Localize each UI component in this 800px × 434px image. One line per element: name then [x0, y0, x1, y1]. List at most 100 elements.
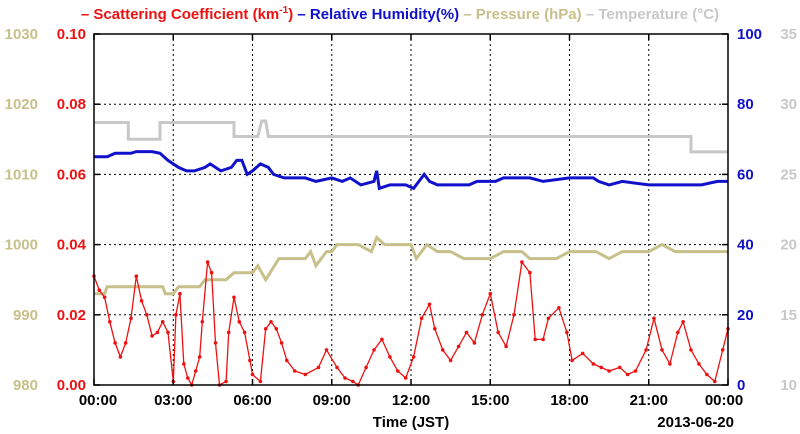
series-point-scattering-coefficient	[205, 260, 210, 264]
series-point-scattering-coefficient	[97, 288, 102, 293]
series-point-scattering-coefficient	[617, 365, 622, 370]
series-point-scattering-coefficient	[660, 348, 664, 352]
series-point-scattering-coefficient	[504, 344, 508, 349]
series-point-scattering-coefficient	[557, 306, 561, 310]
series-point-scattering-coefficient	[456, 344, 461, 349]
x-tick-label: 00:00	[705, 392, 743, 409]
series-point-scattering-coefficient	[427, 302, 432, 307]
x-tick-label: 00:00	[79, 392, 117, 409]
series-point-scattering-coefficient	[186, 376, 190, 380]
series-point-scattering-coefficient	[580, 351, 585, 356]
series-point-scattering-coefficient	[448, 358, 453, 363]
series-point-scattering-coefficient	[182, 362, 186, 366]
series-line-pressure	[94, 235, 728, 296]
series-point-scattering-coefficient	[591, 362, 596, 366]
series-point-scattering-coefficient	[155, 330, 160, 335]
series-point-scattering-coefficient	[464, 330, 469, 335]
series-point-scattering-coefficient	[200, 320, 205, 324]
y-tick-label-pressure: 1000	[5, 237, 38, 254]
x-axis-label: Time (JST)	[373, 414, 449, 431]
series-point-scattering-coefficient	[237, 320, 242, 324]
series-point-scattering-coefficient	[411, 355, 416, 359]
series-point-scattering-coefficient	[689, 348, 693, 352]
series-point-scattering-coefficient	[274, 327, 279, 331]
series-point-scattering-coefficient	[166, 330, 170, 335]
series-point-scattering-coefficient	[528, 270, 532, 275]
series-point-scattering-coefficient	[681, 320, 685, 324]
x-tick-label: 21:00	[630, 392, 668, 409]
series-point-scattering-coefficient	[150, 334, 154, 338]
series-point-scattering-coefficient	[533, 337, 537, 342]
series-point-scattering-coefficient	[248, 358, 252, 363]
series-point-scattering-coefficient	[113, 341, 117, 345]
series-layer	[92, 119, 730, 387]
x-tick-label: 15:00	[471, 392, 509, 409]
series-point-scattering-coefficient	[419, 316, 424, 321]
series-point-scattering-coefficient	[174, 313, 178, 317]
series-point-scattering-coefficient	[480, 313, 485, 317]
y-tick-label-pressure: 1010	[5, 166, 38, 183]
series-point-scattering-coefficient	[720, 348, 725, 352]
legend-item-0-dash: –	[81, 6, 94, 23]
series-point-scattering-coefficient	[269, 320, 273, 324]
y-tick-label-temperature: 30	[780, 96, 797, 113]
series-point-scattering-coefficient	[303, 372, 308, 377]
y-tick-label-humidity: 0	[737, 377, 745, 394]
series-point-scattering-coefficient	[102, 295, 107, 300]
series-point-scattering-coefficient	[440, 348, 445, 352]
series-point-scattering-coefficient	[293, 369, 297, 373]
series-point-scattering-coefficient	[324, 348, 329, 352]
series-point-scattering-coefficient	[250, 372, 255, 377]
series-point-scattering-coefficient	[145, 313, 149, 317]
axes-layer: 98099010001010102010300.000.020.040.060.…	[5, 26, 797, 409]
series-point-scattering-coefficient	[178, 291, 182, 296]
series-point-scattering-coefficient	[496, 330, 501, 335]
series-point-scattering-coefficient	[697, 362, 701, 366]
series-point-scattering-coefficient	[335, 365, 339, 370]
series-point-scattering-coefficient	[226, 330, 231, 335]
series-point-scattering-coefficient	[123, 341, 128, 345]
series-point-scattering-coefficient	[565, 330, 569, 335]
series-point-scattering-coefficient	[607, 369, 611, 373]
series-point-scattering-coefficient	[193, 369, 198, 373]
series-point-scattering-coefficient	[197, 355, 202, 359]
series-point-scattering-coefficient	[625, 372, 630, 377]
y-tick-label-temperature: 35	[780, 26, 797, 43]
legend-item-1-dash: –	[293, 6, 310, 23]
series-point-scattering-coefficient	[118, 355, 123, 359]
series-point-scattering-coefficient	[316, 365, 321, 370]
legend-line: – Scattering Coefficient (km-1) – Relati…	[81, 5, 719, 23]
y-tick-label-scattering: 0.10	[57, 26, 86, 43]
y-tick-label-humidity: 20	[737, 307, 754, 324]
legend-item-2-label: Pressure (hPa)	[476, 6, 582, 23]
series-point-scattering-coefficient	[570, 358, 574, 363]
y-tick-label-humidity: 60	[737, 166, 754, 183]
series-point-scattering-coefficient	[263, 327, 268, 331]
series-point-scattering-coefficient	[388, 355, 392, 359]
legend-item-0-superscript: -1	[279, 5, 288, 16]
series-point-scattering-coefficient	[160, 320, 165, 324]
series-point-scattering-coefficient	[512, 313, 516, 317]
series-point-scattering-coefficient	[396, 369, 400, 373]
series-point-scattering-coefficient	[652, 316, 656, 321]
legend-item-0-label: Scattering Coefficient (km	[93, 6, 279, 23]
series-point-scattering-coefficient	[242, 330, 247, 335]
series-point-scattering-coefficient	[232, 295, 236, 300]
y-tick-label-humidity: 100	[737, 26, 762, 43]
date-label: 2013-06-20	[657, 414, 734, 431]
y-tick-label-scattering: 0.04	[57, 237, 87, 254]
y-tick-label-scattering: 0.08	[57, 96, 86, 113]
series-line-relative-humidity	[94, 150, 728, 191]
legend-item-2-dash: –	[459, 6, 476, 23]
legend-item-3-dash: –	[582, 6, 599, 23]
y-tick-label-scattering: 0.02	[57, 307, 86, 324]
series-point-scattering-coefficient	[343, 376, 347, 380]
series-point-scattering-coefficient	[139, 299, 144, 303]
series-point-scattering-coefficient	[546, 316, 551, 321]
x-tick-label: 18:00	[550, 392, 588, 409]
series-point-scattering-coefficient	[633, 369, 638, 373]
x-tick-label: 12:00	[392, 392, 430, 409]
series-point-scattering-coefficient	[224, 379, 228, 384]
series-point-scattering-coefficient	[713, 379, 717, 384]
